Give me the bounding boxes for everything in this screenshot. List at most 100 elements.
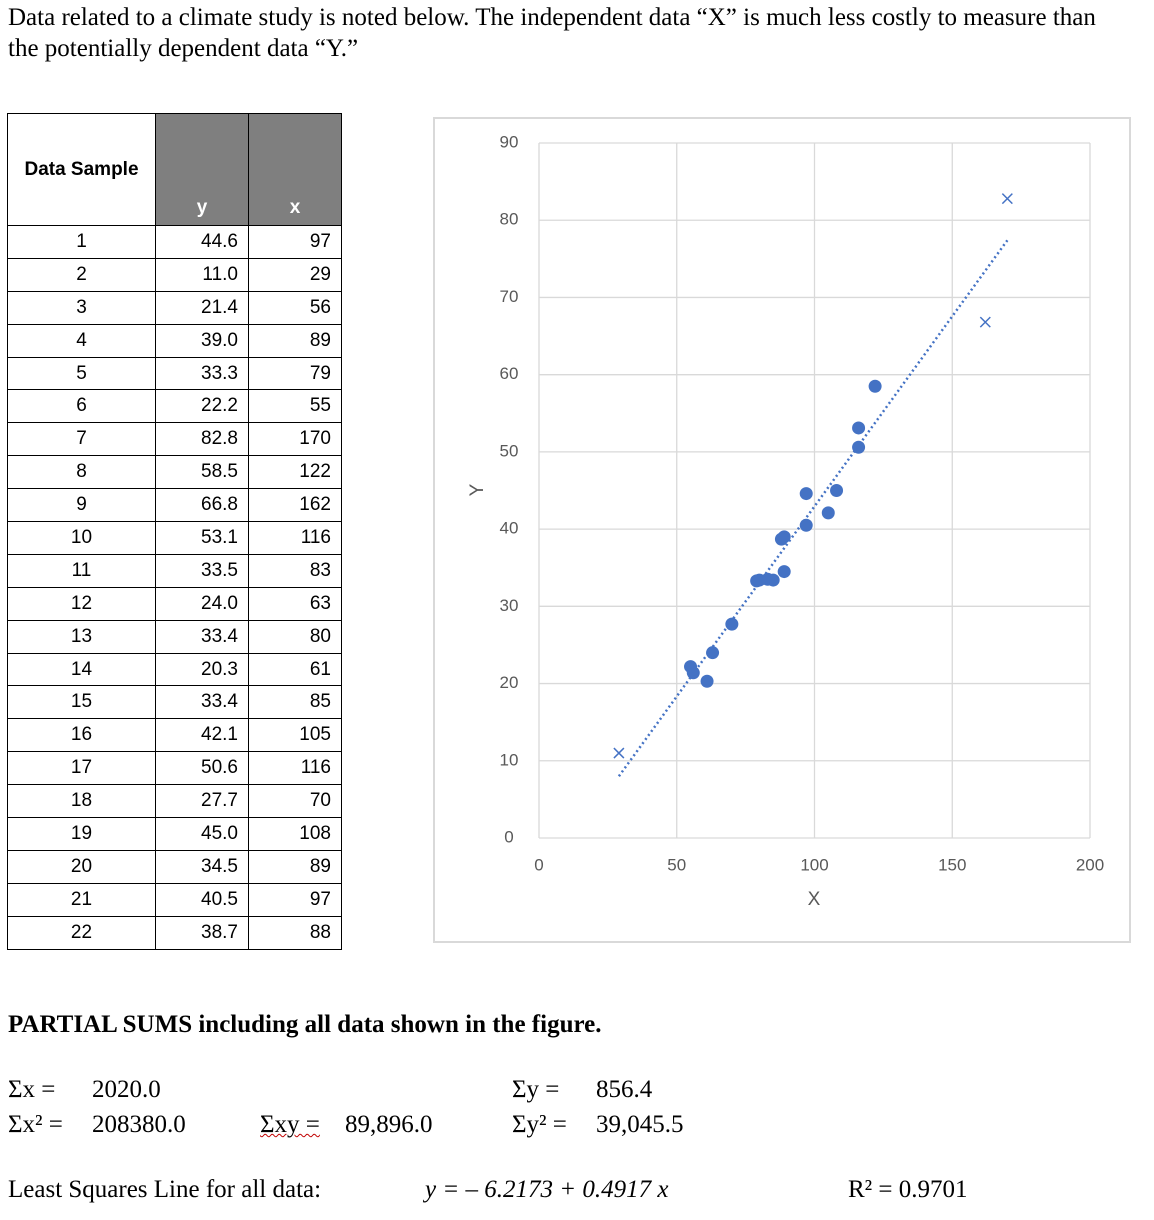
data-point <box>1001 193 1013 205</box>
y-axis-label: Y <box>467 483 488 496</box>
table-cell: 33.3 <box>155 356 249 391</box>
table-cell: 33.4 <box>155 685 249 720</box>
table-cell: 20.3 <box>155 652 249 687</box>
table-row: 2 11.0 29 <box>7 257 342 292</box>
table-cell: 162 <box>248 488 342 523</box>
y-tick-label: 10 <box>500 750 519 769</box>
trendline <box>617 239 1009 777</box>
data-point <box>830 484 844 497</box>
y-tick-label: 0 <box>504 827 513 846</box>
data-point <box>868 379 882 393</box>
x-tick-label: 100 <box>800 855 828 874</box>
data-point <box>700 674 714 688</box>
table-cell: 108 <box>248 817 342 851</box>
table-row: 16 42.1 105 <box>7 718 342 753</box>
data-point <box>799 518 813 532</box>
table-cell: 55 <box>248 389 342 424</box>
x-tick-label: 50 <box>667 855 686 874</box>
y-tick-label: 30 <box>500 596 519 615</box>
chart-border <box>433 117 1131 943</box>
x-axis-label: X <box>808 889 821 910</box>
table-cell: 40.5 <box>155 882 249 917</box>
table-cell: 22 <box>7 915 156 950</box>
table-cell: 80 <box>248 619 342 654</box>
data-point <box>774 532 788 546</box>
table-cell: 89 <box>248 849 342 884</box>
y-tick-label: 20 <box>500 673 519 692</box>
sum-value: 89,896.0 <box>345 1111 433 1138</box>
header-cell: Data Sample <box>7 113 156 226</box>
lsq-label: Least Squares Line for all data: <box>8 1176 322 1203</box>
x-tick-label: 0 <box>534 855 543 874</box>
data-point <box>752 573 766 587</box>
intro-text: Data related to a climate study is noted… <box>8 4 1096 62</box>
x-tick-label: 150 <box>938 855 966 874</box>
header-row: Data Sample y x <box>7 113 342 226</box>
sum-label: Σxy = <box>260 1111 320 1138</box>
data-point <box>766 573 780 587</box>
table-cell: 11 <box>7 553 156 588</box>
data-point <box>706 646 720 660</box>
table-cell: 18 <box>7 784 156 819</box>
table-cell: 116 <box>248 521 342 555</box>
table-cell: 97 <box>248 225 342 259</box>
table-row: 13 33.4 80 <box>7 619 342 654</box>
table-row: 10 53.1 116 <box>7 521 342 555</box>
data-point <box>852 421 866 435</box>
sum-value: 39,045.5 <box>596 1111 684 1138</box>
table-cell: 105 <box>248 718 342 753</box>
table-cell: 33.4 <box>155 619 249 654</box>
table-row: 5 33.3 79 <box>7 356 342 391</box>
sum-value: 856.4 <box>596 1076 653 1103</box>
table-cell: 42.1 <box>155 718 249 753</box>
sum-label: Σy = <box>512 1076 560 1103</box>
table-cell: 15 <box>7 685 156 720</box>
table-cell: 21.4 <box>155 290 249 325</box>
table-cell: 7 <box>7 422 156 457</box>
table-cell: 13 <box>7 619 156 654</box>
table-cell: 88 <box>248 915 342 950</box>
sum-label: Σx² = <box>8 1111 63 1138</box>
sum-label: Σy² = <box>512 1111 567 1138</box>
sums-title: PARTIAL SUMS including all data shown in… <box>8 1011 602 1038</box>
table-cell: 27.7 <box>155 784 249 819</box>
header-cell: y <box>155 113 249 226</box>
table-row: 1 44.6 97 <box>7 225 342 259</box>
y-tick-label: 70 <box>500 287 519 306</box>
table-cell: 85 <box>248 685 342 720</box>
data-point <box>725 617 739 631</box>
x-tick-label: 200 <box>1076 855 1104 874</box>
table-cell: 39.0 <box>155 323 249 358</box>
table-row: 18 27.7 70 <box>7 784 342 819</box>
sum-value: 2020.0 <box>92 1076 161 1103</box>
table-row: 7 82.8 170 <box>7 422 342 457</box>
table-cell: 29 <box>248 257 342 292</box>
table-row: 15 33.4 85 <box>7 685 342 720</box>
table-cell: 44.6 <box>155 225 249 259</box>
y-tick-label: 60 <box>500 364 519 383</box>
data-point <box>684 660 698 674</box>
table-row: 12 24.0 63 <box>7 586 342 621</box>
table-cell: 61 <box>248 652 342 687</box>
table-row: 4 39.0 89 <box>7 323 342 358</box>
data-table: Data Sample y x 1 44.6 97 2 11.0 29 3 21.4 56 4 39.0 8… <box>7 113 342 950</box>
y-tick-label: 80 <box>500 210 519 229</box>
table-cell: 17 <box>7 751 156 786</box>
y-tick-label: 50 <box>500 441 519 460</box>
table-cell: 116 <box>248 751 342 786</box>
table-cell: 53.1 <box>155 521 249 555</box>
data-point <box>777 565 791 579</box>
table-cell: 82.8 <box>155 422 249 457</box>
table-row: 21 40.5 97 <box>7 882 342 917</box>
table-row: 3 21.4 56 <box>7 290 342 325</box>
data-point <box>799 487 813 501</box>
r-squared: R² = 0.9701 <box>848 1176 968 1203</box>
data-point <box>852 440 866 454</box>
lsq-equation: y = – 6.2173 + 0.4917 x <box>425 1176 669 1203</box>
table-cell: 1 <box>7 225 156 259</box>
table-cell: 16 <box>7 718 156 753</box>
header-cell: x <box>248 113 342 226</box>
table-cell: 56 <box>248 290 342 325</box>
